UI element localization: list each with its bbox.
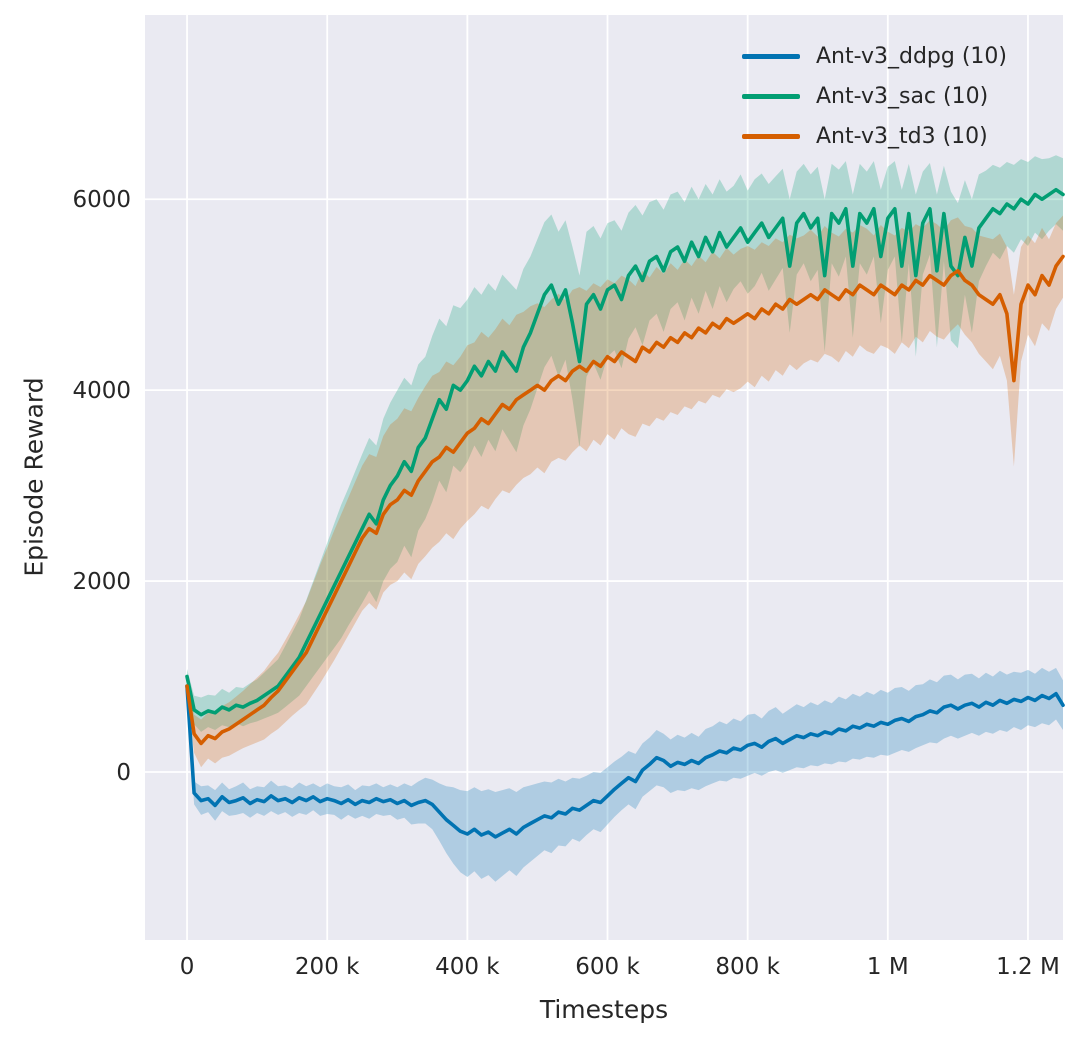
legend-item-ddpg: Ant-v3_ddpg (10) — [742, 36, 1007, 76]
x-tick-label: 600 k — [575, 954, 640, 980]
x-tick-label: 1 M — [867, 954, 909, 980]
y-axis-label: Episode Reward — [19, 377, 49, 577]
x-tick-label: 800 k — [715, 954, 780, 980]
x-axis-label: Timesteps — [539, 995, 669, 1024]
legend-line-sac-icon — [742, 93, 800, 99]
mean-line-series-1 — [185, 187, 1065, 717]
confidence-band-series-1 — [187, 155, 1063, 732]
y-tick-label: 6000 — [72, 187, 131, 213]
legend-label-ddpg: Ant-v3_ddpg (10) — [816, 43, 1007, 69]
mean-line-series-0 — [185, 684, 1065, 839]
legend-line-td3-icon — [742, 133, 800, 139]
confidence-band-series-2 — [187, 215, 1063, 768]
confidence-band-series-0 — [187, 667, 1063, 882]
x-tick-label: 0 — [180, 954, 195, 980]
legend-label-td3: Ant-v3_td3 (10) — [816, 123, 988, 149]
legend-line-ddpg-icon — [742, 53, 800, 59]
x-tick-label: 1.2 M — [996, 954, 1060, 980]
x-tick-label: 200 k — [295, 954, 360, 980]
legend-item-td3: Ant-v3_td3 (10) — [742, 116, 1007, 156]
y-tick-label: 4000 — [72, 378, 131, 404]
legend: Ant-v3_ddpg (10) Ant-v3_sac (10) Ant-v3_… — [742, 36, 1007, 156]
legend-item-sac: Ant-v3_sac (10) — [742, 76, 1007, 116]
mean-line-series-2 — [185, 254, 1065, 746]
y-tick-label: 2000 — [72, 569, 131, 595]
y-tick-label: 0 — [116, 760, 131, 786]
plot-area — [145, 15, 1063, 940]
x-tick-label: 400 k — [435, 954, 500, 980]
legend-label-sac: Ant-v3_sac (10) — [816, 83, 989, 109]
